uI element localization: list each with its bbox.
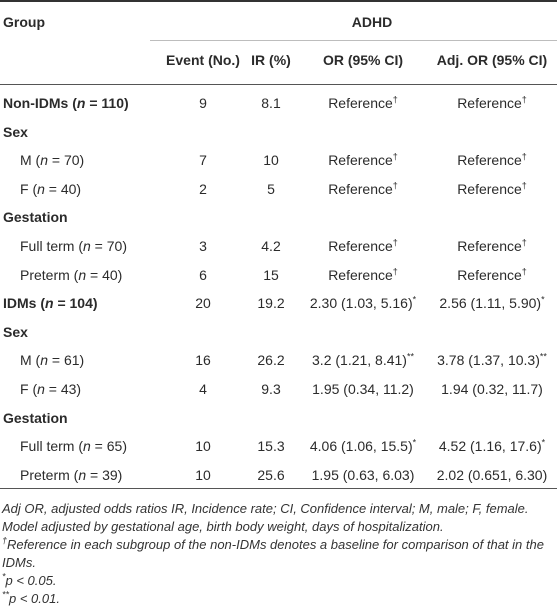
adjusted-odds-ratio: 2.02 (0.651, 6.30): [436, 466, 548, 483]
section-row: Gestation: [0, 202, 557, 232]
incidence-rate: 26.2: [257, 352, 285, 369]
incidence-rate: 25.6: [257, 466, 285, 483]
footnote-p05: *p < 0.05.: [2, 571, 57, 588]
event-count: 16: [195, 352, 211, 369]
event-count: 2: [199, 180, 207, 197]
event-count: 6: [199, 266, 207, 283]
section-row: Sex: [0, 117, 557, 147]
event-count: 10: [195, 466, 211, 483]
row-label: Sex: [3, 323, 28, 340]
top-rule: [0, 0, 557, 2]
row-label: Full term (n = 70): [20, 238, 127, 254]
incidence-rate: 15.3: [257, 438, 285, 455]
row-label: Gestation: [3, 209, 68, 226]
adjusted-odds-ratio: Reference†: [457, 180, 527, 197]
adjusted-odds-ratio: Reference†: [457, 237, 527, 254]
row-label: M (n = 61): [20, 352, 85, 369]
row-label: Non-IDMs (n = 110): [3, 95, 129, 111]
footnote-p01: **p < 0.01.: [2, 589, 60, 606]
adjusted-odds-ratio: Reference†: [457, 94, 527, 111]
odds-ratio: Reference†: [328, 237, 398, 254]
event-count: 20: [195, 295, 211, 312]
incidence-rate: 10: [263, 152, 279, 169]
incidence-rate: 8.1: [261, 95, 281, 111]
footnote-abbrev: Adj OR, adjusted odds ratios IR, Inciden…: [2, 501, 529, 516]
table-row: F (n = 40) 2 5 Reference† Reference†: [0, 174, 557, 204]
header-rule: [0, 84, 557, 85]
row-label: F (n = 40): [20, 180, 82, 197]
event-count: 4: [199, 381, 207, 397]
row-label: Gestation: [3, 409, 68, 426]
table-row: F (n = 43) 4 9.3 1.95 (0.34, 11.2) 1.94 (0.3…: [0, 374, 557, 404]
adjusted-odds-ratio: 2.56 (1.11, 5.90)*: [439, 294, 545, 312]
section-row: Sex: [0, 317, 557, 347]
table-row: Non-IDMs (n = 110) 9 8.1 Reference† Referenc…: [0, 88, 557, 118]
row-label: M (n = 70): [20, 152, 85, 169]
incidence-rate: 9.3: [261, 381, 281, 397]
event-count: 7: [199, 152, 207, 169]
odds-ratio: 4.06 (1.06, 15.5)*: [309, 437, 417, 455]
footnotes: Adj OR, adjusted odds ratios IR, Inciden…: [2, 500, 555, 608]
table-row: IDMs (n = 104) 20 19.2 2.30 (1.03, 5.16)* 2.…: [0, 288, 557, 318]
event-count: 10: [195, 438, 211, 455]
incidence-rate: 5: [267, 180, 275, 197]
header-adhd: ADHD: [351, 14, 393, 30]
table-row: M (n = 70) 7 10 Reference† Reference†: [0, 145, 557, 175]
table-row: Preterm (n = 39) 10 25.6 1.95 (0.63, 6.03) 2…: [0, 460, 557, 490]
adjusted-odds-ratio: Reference†: [457, 151, 527, 169]
table-row: Full term (n = 65) 10 15.3 4.06 (1.06, 15.5…: [0, 431, 557, 461]
odds-ratio: 1.95 (0.63, 6.03): [311, 466, 415, 483]
incidence-rate: 15: [263, 266, 279, 283]
table-row: Preterm (n = 40) 6 15 Reference† Reference†: [0, 260, 557, 290]
section-row: Gestation: [0, 403, 557, 433]
header-group: Group: [3, 14, 45, 30]
adjusted-odds-ratio: 3.78 (1.37, 10.3)**: [437, 351, 547, 369]
odds-ratio: Reference†: [328, 151, 398, 169]
odds-ratio: Reference†: [328, 94, 398, 111]
header-event: Event (No.): [166, 52, 240, 68]
adjusted-odds-ratio: 1.94 (0.32, 11.7): [441, 381, 543, 397]
row-label: Full term (n = 65): [20, 438, 127, 455]
table-row: M (n = 61) 16 26.2 3.2 (1.21, 8.41)** 3.78 (…: [0, 345, 557, 375]
odds-ratio: 1.95 (0.34, 11.2): [312, 381, 414, 397]
row-label: IDMs (n = 104): [3, 295, 98, 312]
footnote-dagger: †Reference in each subgroup of the non-I…: [2, 535, 544, 570]
odds-ratio: 2.30 (1.03, 5.16)*: [309, 294, 417, 312]
row-label: Sex: [3, 123, 28, 140]
odds-ratio: 3.2 (1.21, 8.41)**: [312, 351, 414, 369]
odds-ratio: Reference†: [328, 265, 398, 283]
table-row: Full term (n = 70) 3 4.2 Reference† Referenc…: [0, 231, 557, 261]
row-label: Preterm (n = 39): [20, 466, 123, 483]
event-count: 3: [199, 238, 207, 254]
adjusted-odds-ratio: 4.52 (1.16, 17.6)*: [438, 437, 546, 455]
footnote-model: Model adjusted by gestational age, birth…: [2, 519, 444, 534]
bottom-rule: [0, 488, 557, 489]
header-ir: IR (%): [251, 52, 291, 68]
row-label: Preterm (n = 40): [20, 266, 123, 283]
row-label: F (n = 43): [20, 381, 82, 397]
adjusted-odds-ratio: Reference†: [457, 265, 527, 283]
incidence-rate: 4.2: [261, 238, 281, 254]
odds-ratio: Reference†: [328, 180, 398, 197]
adhd-underline: [150, 40, 557, 41]
header-or: OR (95% CI): [322, 52, 404, 68]
header-adj-or: Adj. OR (95% CI): [436, 52, 548, 68]
event-count: 9: [199, 95, 207, 111]
incidence-rate: 19.2: [257, 295, 285, 312]
